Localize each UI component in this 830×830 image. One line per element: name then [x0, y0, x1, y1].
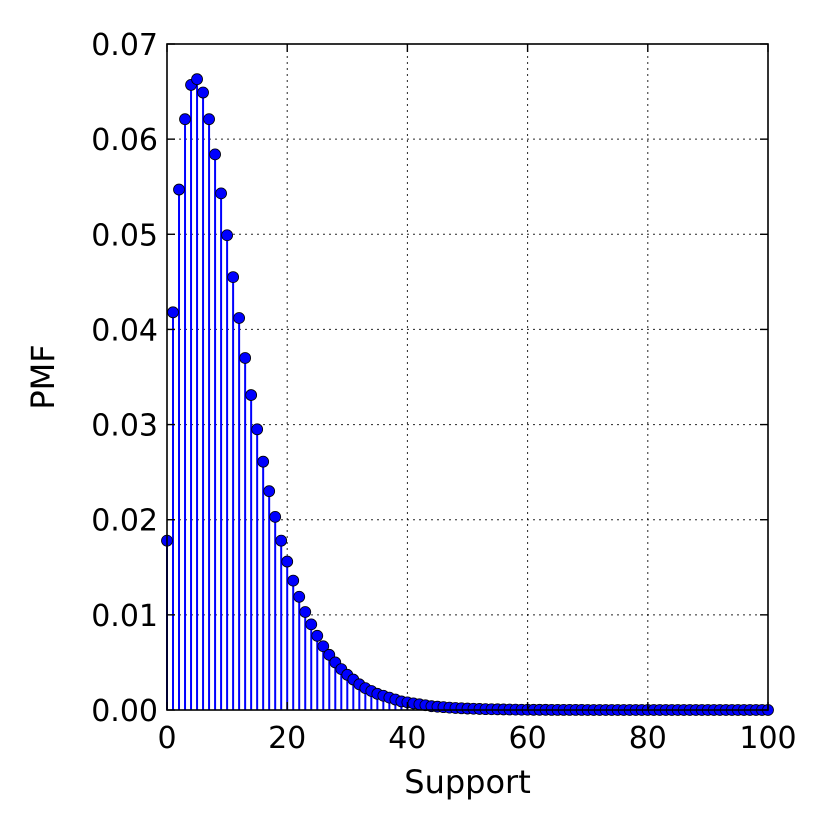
y-tick-label: 0.05 — [91, 218, 158, 253]
stem-marker — [197, 86, 209, 99]
y-tick-label: 0.06 — [91, 123, 158, 158]
stem-marker — [179, 113, 191, 126]
stem-marker — [317, 640, 330, 653]
stem-marker — [263, 485, 276, 498]
stem-marker — [221, 229, 234, 242]
x-tick-label: 0 — [157, 721, 176, 756]
stem-marker — [275, 534, 288, 547]
x-tick-labels: 0 20 40 60 80 100 — [157, 44, 797, 756]
y-tick-label: 0.03 — [91, 409, 158, 444]
stem-marker — [257, 455, 270, 468]
stem-marker — [305, 618, 318, 631]
x-tick-label: 20 — [268, 721, 306, 756]
stem-marker — [191, 73, 203, 86]
x-tick-label: 60 — [509, 721, 547, 756]
stem-marker — [311, 629, 324, 642]
x-tick-label: 40 — [388, 721, 426, 756]
grid-lines — [167, 44, 768, 710]
x-axis-label: Support — [404, 763, 531, 801]
stem-marker — [215, 187, 227, 200]
stem-marker — [299, 606, 312, 618]
stem-marker — [251, 423, 264, 436]
y-tick-label: 0.04 — [91, 313, 158, 348]
stem-marker — [293, 590, 306, 603]
y-tick-label: 0.02 — [91, 504, 158, 539]
y-tick-label: 0.07 — [91, 28, 158, 63]
y-tick-label: 0.00 — [91, 694, 158, 729]
y-axis-label: PMF — [24, 344, 62, 409]
x-tick-label: 80 — [629, 721, 667, 756]
stem-marker — [269, 510, 282, 523]
y-tick-label: 0.01 — [91, 599, 158, 634]
stem-marker — [239, 352, 252, 364]
stem-marker — [287, 574, 300, 587]
x-tick-label: 100 — [739, 721, 796, 756]
stem-marker — [209, 148, 221, 161]
stem-marker — [233, 312, 246, 324]
stem-marker — [227, 271, 240, 284]
y-tick-labels: 0.00 0.01 0.02 0.03 0.04 0.05 0.06 0.07 — [91, 28, 768, 729]
stem-marker — [167, 306, 179, 319]
plot-frame — [166, 43, 769, 711]
stem-marker — [245, 389, 258, 401]
stem-marker — [281, 555, 294, 568]
stem-marker — [203, 113, 215, 126]
stem-marker — [173, 183, 185, 196]
